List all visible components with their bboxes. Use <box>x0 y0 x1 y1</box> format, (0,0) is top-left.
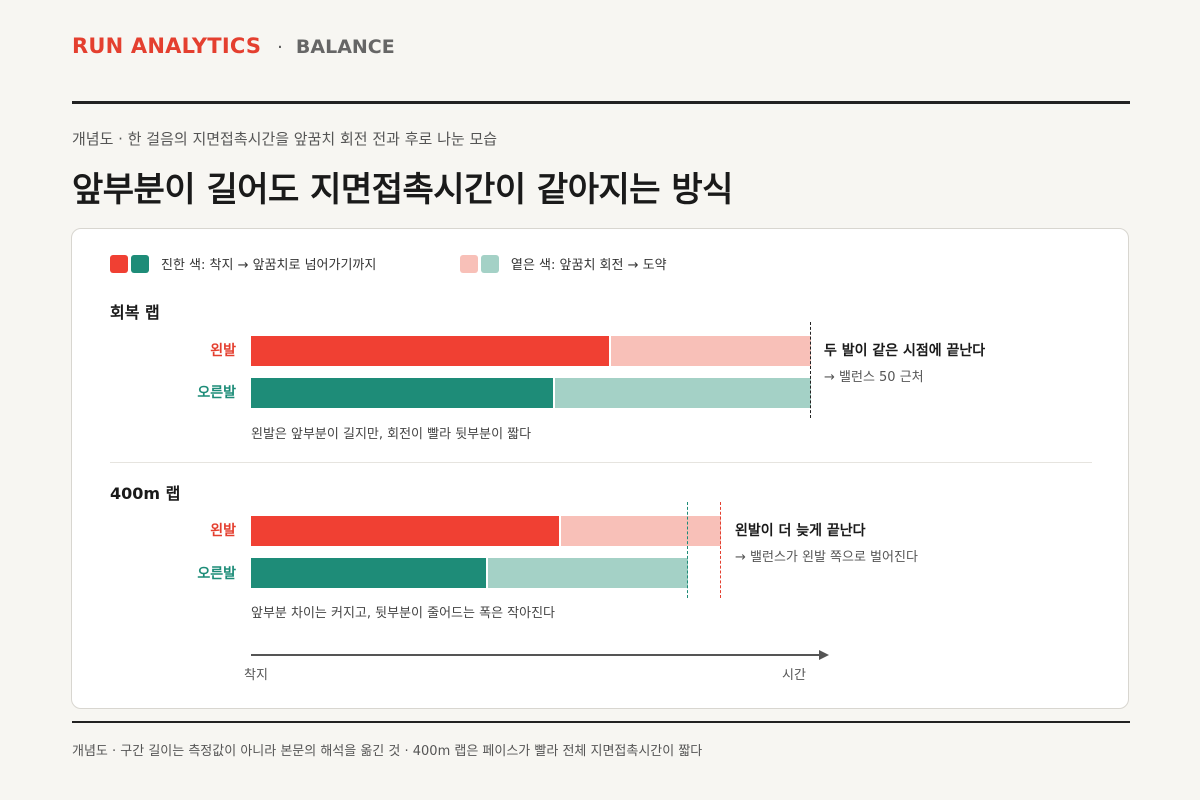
brand: RUN ANALYTICS · BALANCE <box>72 34 395 58</box>
callout-recovery-sub: → 밸런스 50 근처 <box>824 370 924 385</box>
end-marker-both <box>810 322 811 418</box>
diagram-card: 진한 색: 착지 → 앞꿈치로 넘어가기까지 옅은 색: 앞꿈치 회전 → 도약… <box>71 228 1129 709</box>
legend-dark: 진한 색: 착지 → 앞꿈치로 넘어가기까지 <box>110 254 376 273</box>
axis-label-end: 시간 <box>782 668 806 683</box>
legend-dark-label: 진한 색: 착지 → 앞꿈치로 넘어가기까지 <box>161 258 377 273</box>
page-subtitle: 개념도 · 한 걸음의 지면접촉시간을 앞꿈치 회전 전과 후로 나눈 모습 <box>72 130 498 148</box>
callout-400m-head: 왼발이 더 늦게 끝난다 <box>735 523 866 539</box>
row-label-left-foot: 왼발 <box>210 343 236 359</box>
legend-light: 옅은 색: 앞꿈치 회전 → 도약 <box>460 254 667 273</box>
bar-right-flight <box>555 378 811 408</box>
footer-note: 개념도 · 구간 길이는 측정값이 아니라 본문의 해석을 옮긴 것 · 400… <box>72 744 703 759</box>
time-axis-arrow-icon <box>819 650 829 660</box>
bottom-rule <box>72 721 1130 723</box>
legend-swatch-light-red <box>460 254 478 273</box>
bar-left-flight <box>611 336 811 366</box>
page-title: 앞부분이 길어도 지면접촉시간이 같아지는 방식 <box>72 170 733 210</box>
bar-right-flight-400m <box>488 558 688 588</box>
row-label-right-foot: 오른발 <box>197 385 236 401</box>
row-label-right-foot-400m: 오른발 <box>197 566 236 582</box>
legend-swatch-dark-green <box>131 254 149 273</box>
section-divider <box>110 462 1092 463</box>
bar-left-stance-400m <box>251 516 559 546</box>
legend-light-label: 옅은 색: 앞꿈치 회전 → 도약 <box>511 258 667 273</box>
end-marker-left-foot <box>720 502 721 598</box>
bar-left-stance <box>251 336 609 366</box>
callout-recovery: 두 발이 같은 시점에 끝난다 → 밸런스 50 근처 <box>824 340 985 385</box>
brand-separator: · <box>277 37 283 58</box>
legend-swatch-dark-red <box>110 254 128 273</box>
section-title-400m: 400m 랩 <box>110 484 181 503</box>
bar-left-flight-400m <box>561 516 721 546</box>
time-axis-line <box>251 654 819 656</box>
end-marker-right-foot <box>687 502 688 598</box>
top-rule <box>72 101 1130 104</box>
brand-name: RUN ANALYTICS <box>72 34 262 58</box>
note-400m: 앞부분 차이는 커지고, 뒷부분이 줄어드는 폭은 작아진다 <box>251 606 556 621</box>
axis-label-start: 착지 <box>244 668 268 683</box>
legend-swatch-light-green <box>481 254 499 273</box>
note-recovery: 왼발은 앞부분이 길지만, 회전이 빨라 뒷부분이 짧다 <box>251 427 532 442</box>
brand-section: BALANCE <box>295 36 395 58</box>
row-label-left-foot-400m: 왼발 <box>210 523 236 539</box>
callout-400m-sub: → 밸런스가 왼발 쪽으로 벌어진다 <box>735 550 918 565</box>
bar-right-stance-400m <box>251 558 486 588</box>
callout-recovery-head: 두 발이 같은 시점에 끝난다 <box>824 343 986 359</box>
bar-right-stance <box>251 378 553 408</box>
section-title-recovery: 회복 랩 <box>110 303 160 322</box>
callout-400m: 왼발이 더 늦게 끝난다 → 밸런스가 왼발 쪽으로 벌어진다 <box>735 520 918 565</box>
